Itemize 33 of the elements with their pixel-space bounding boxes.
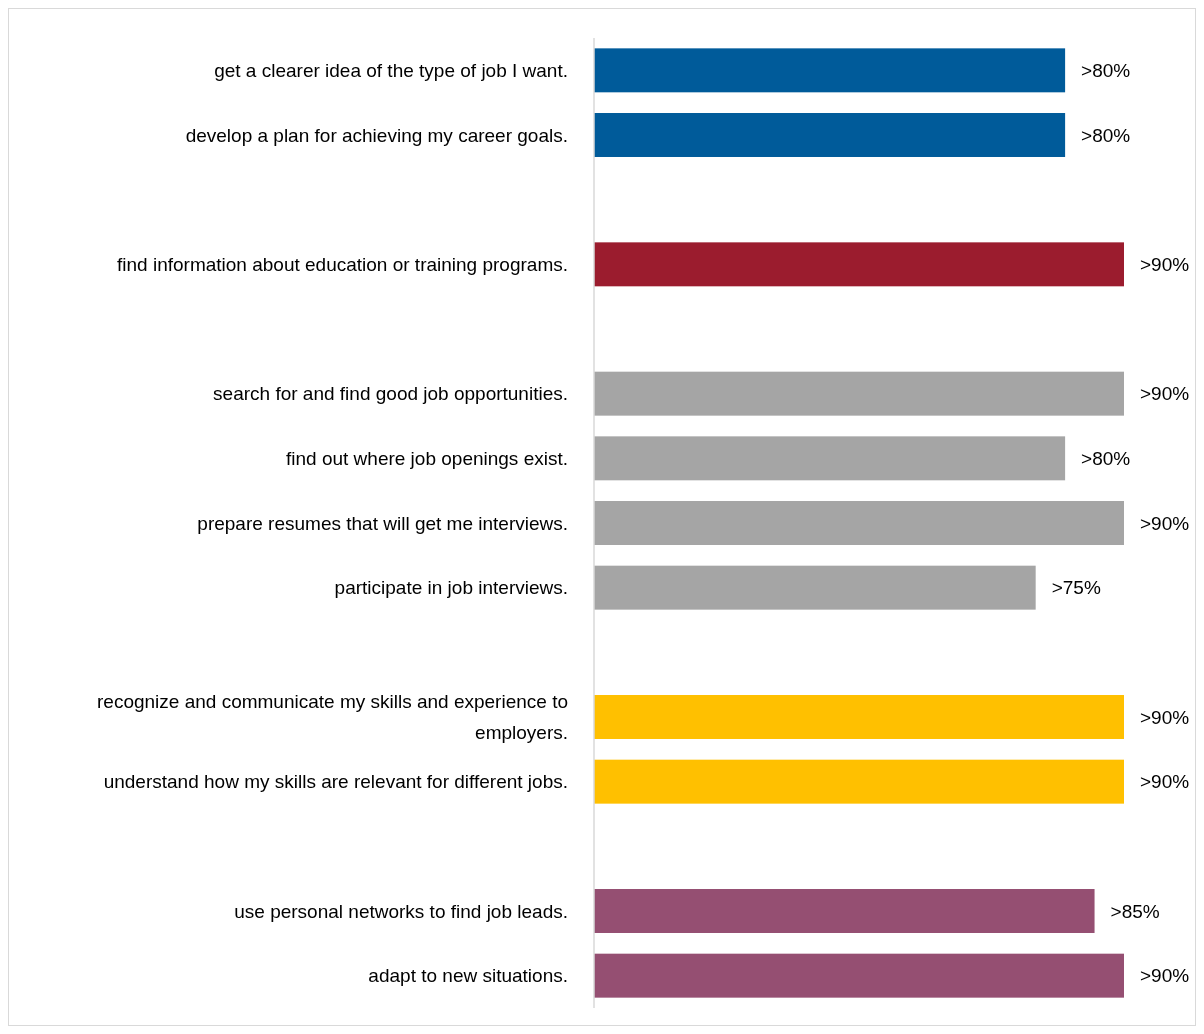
y-tick-label: understand how my skills are relevant for different jobs. <box>103 771 568 793</box>
y-tick-label: use personal networks to find job leads. <box>234 900 568 922</box>
data-label: >80% <box>1081 59 1131 81</box>
bar <box>594 371 1124 416</box>
bar <box>594 953 1124 998</box>
y-tick-label: develop a plan for achieving my career goals. <box>185 124 568 146</box>
data-label: >75% <box>1051 577 1101 599</box>
bar <box>594 242 1124 287</box>
data-label: >90% <box>1140 965 1190 987</box>
bar <box>594 759 1124 804</box>
y-tick-label: prepare resumes that will get me interviews. <box>197 512 568 534</box>
y-tick-label: search for and find good job opportunities. <box>213 383 568 405</box>
data-label: >80% <box>1081 124 1131 146</box>
bar <box>594 695 1124 739</box>
y-tick-label: find out where job openings exist. <box>285 447 568 469</box>
y-tick-label: get a clearer idea of the type of job I want. <box>214 59 568 81</box>
data-label: >90% <box>1140 253 1190 275</box>
data-label: >85% <box>1110 900 1160 922</box>
y-tick-label: recognize and communicate my skills and experience to employers. <box>96 691 568 743</box>
bar <box>594 565 1036 610</box>
bar <box>594 501 1124 545</box>
bar <box>594 48 1066 93</box>
bar <box>594 436 1066 481</box>
data-label: >80% <box>1081 447 1131 469</box>
bar <box>594 889 1095 933</box>
data-label: >90% <box>1140 383 1190 405</box>
y-tick-label: participate in job interviews. <box>334 577 568 599</box>
data-label: >90% <box>1140 771 1190 793</box>
data-label: >90% <box>1140 706 1190 728</box>
data-label: >90% <box>1140 512 1190 534</box>
bar <box>594 113 1066 157</box>
y-tick-label: adapt to new situations. <box>368 965 568 987</box>
y-tick-label: find information about education or training programs. <box>117 253 568 275</box>
